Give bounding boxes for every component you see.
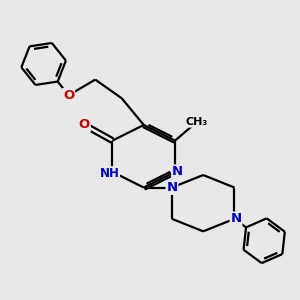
Text: N: N [166,181,178,194]
Text: N: N [230,212,242,225]
Text: CH₃: CH₃ [186,117,208,127]
Text: N: N [172,165,183,178]
Text: O: O [79,118,90,131]
Text: O: O [63,89,74,102]
Text: NH: NH [99,167,119,180]
